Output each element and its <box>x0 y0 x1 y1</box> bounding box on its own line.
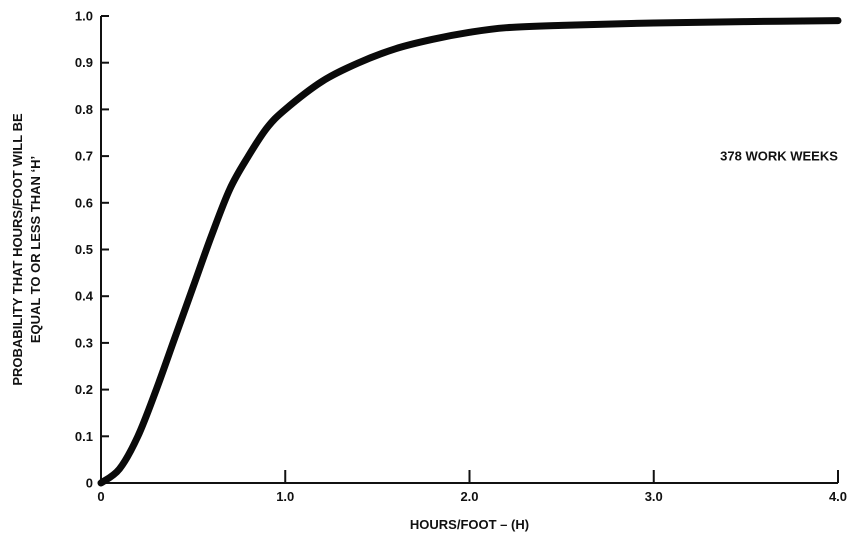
y-tick-label: 0.6 <box>75 195 93 210</box>
x-axis-title: HOURS/FOOT – (H) <box>410 517 529 532</box>
annotation-label: 378 WORK WEEKS <box>720 149 838 164</box>
x-tick-label: 1.0 <box>276 489 294 504</box>
y-axis-title-line-1: PROBABILITY THAT HOURS/FOOT WILL BE <box>10 113 25 386</box>
y-tick-label: 1.0 <box>75 9 93 24</box>
x-tick-label: 0 <box>97 489 104 504</box>
y-tick-label: 0.7 <box>75 149 93 164</box>
y-tick-label: 0.2 <box>75 382 93 397</box>
y-tick-label: 0.8 <box>75 102 93 117</box>
y-tick-label: 0 <box>86 476 93 491</box>
x-tick-label: 4.0 <box>829 489 847 504</box>
tick-group: 0 0.1 0.2 0.3 0.4 0.5 0.6 0.7 0.8 0.9 1.0 0 1.0 2.0 3.… <box>75 9 847 505</box>
series-group <box>97 17 842 487</box>
x-tick-label: 2.0 <box>460 489 478 504</box>
y-tick-label: 0.5 <box>75 242 93 257</box>
y-tick-label: 0.1 <box>75 429 93 444</box>
axes <box>100 16 838 484</box>
cdf-curve <box>97 17 842 487</box>
x-tick-label: 3.0 <box>645 489 663 504</box>
y-tick-label: 0.4 <box>75 289 94 304</box>
y-tick-label: 0.9 <box>75 55 93 70</box>
y-tick-label: 0.3 <box>75 335 93 350</box>
y-axis-title-line-2: EQUAL TO OR LESS THAN ‘H’ <box>28 156 43 343</box>
